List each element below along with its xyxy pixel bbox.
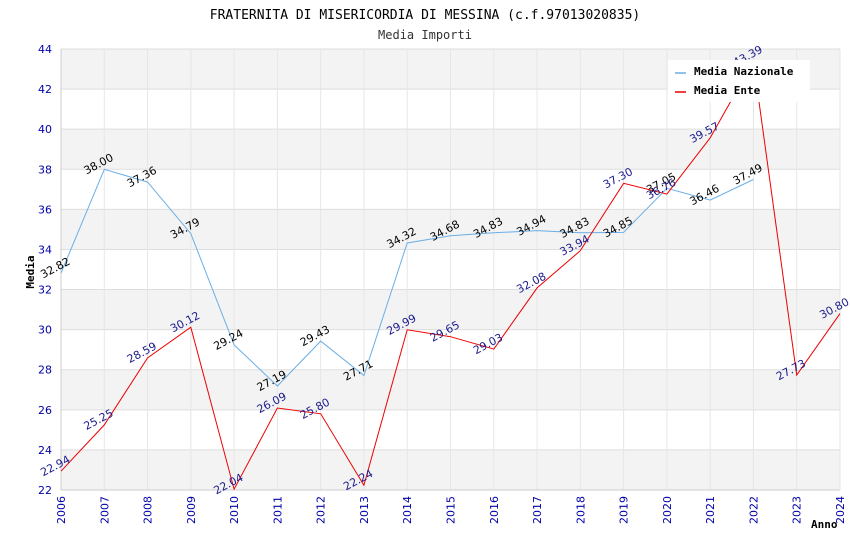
x-tick-label: 2019 — [618, 496, 631, 524]
y-tick-label: 34 — [38, 243, 52, 256]
data-label: 32.82 — [38, 255, 72, 281]
y-tick-label: 36 — [38, 203, 52, 216]
legend-label-nazionale: Media Nazionale — [694, 65, 794, 78]
y-tick-label: 26 — [38, 404, 52, 417]
chart-title: FRATERNITA DI MISERICORDIA DI MESSINA (c… — [210, 8, 640, 23]
chart-subtitle: Media Importi — [378, 28, 472, 42]
data-label: 25.25 — [82, 407, 116, 433]
x-tick-label: 2017 — [531, 496, 544, 524]
x-tick-label: 2011 — [271, 496, 284, 524]
y-tick-label: 32 — [38, 284, 52, 297]
y-tick-label: 44 — [38, 43, 52, 56]
y-tick-label: 40 — [38, 123, 52, 136]
y-tick-label: 38 — [38, 163, 52, 176]
x-tick-label: 2007 — [98, 496, 111, 524]
y-tick-label: 28 — [38, 364, 52, 377]
series-line-1 — [60, 59, 841, 491]
x-tick-label: 2015 — [445, 496, 458, 524]
x-tick-label: 2018 — [574, 496, 587, 524]
x-tick-label: 2013 — [358, 496, 371, 524]
y-tick-label: 30 — [38, 324, 52, 337]
y-axis-title: Media — [24, 255, 37, 288]
x-tick-label: 2006 — [55, 496, 68, 524]
y-tick-labels: 22 24 26 28 30 32 34 36 38 40 42 44 — [38, 43, 52, 497]
x-tick-label: 2008 — [142, 496, 155, 524]
legend: Media Nazionale Media Ente — [668, 60, 810, 102]
x-tick-label: 2016 — [488, 496, 501, 524]
x-tick-label: 2014 — [401, 496, 414, 524]
x-tick-label: 2022 — [747, 496, 760, 524]
x-tick-labels: 2006 2007 2008 2009 2010 2011 2012 2013 2014 2015… — [55, 496, 847, 524]
x-tick-label: 2009 — [185, 496, 198, 524]
data-label: 29.03 — [471, 331, 505, 357]
x-axis-title: Anno — [811, 518, 838, 531]
y-tick-label: 42 — [38, 83, 52, 96]
x-tick-label: 2023 — [791, 496, 804, 524]
data-label: 36.46 — [688, 182, 722, 208]
x-tick-label: 2020 — [661, 496, 674, 524]
x-tick-label: 2012 — [315, 496, 328, 524]
data-label: 28.59 — [125, 340, 159, 366]
x-tick-label: 2010 — [228, 496, 241, 524]
legend-box — [668, 60, 810, 102]
x-tick-label: 2021 — [704, 496, 717, 524]
y-tick-label: 24 — [38, 444, 52, 457]
y-tick-label: 22 — [38, 484, 52, 497]
x-tick-label: 2024 — [834, 496, 847, 524]
legend-label-ente: Media Ente — [694, 84, 761, 97]
series-lines — [60, 59, 841, 491]
series-line-0 — [60, 168, 754, 387]
